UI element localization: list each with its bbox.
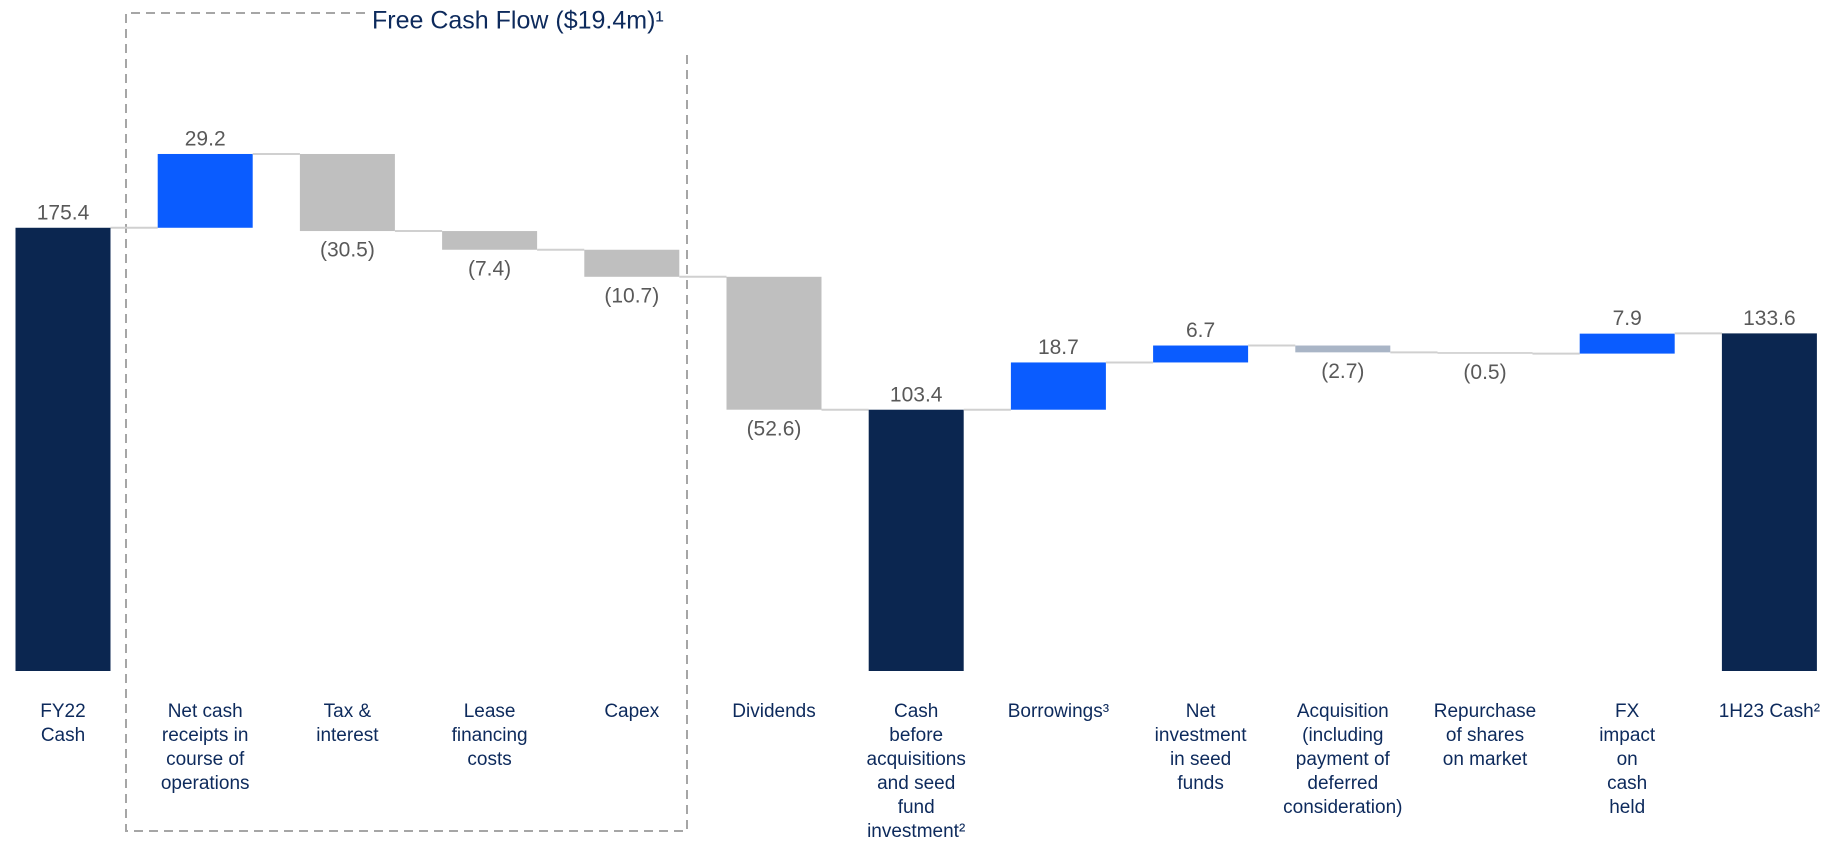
x-tick-label: Borrowings³ [1007,701,1110,722]
x-tick-label: Acquisition (including payment of deferr… [1283,701,1403,818]
x-tick-label: Cash before acquisitions and seed fund i… [866,701,966,841]
bar [15,227,111,671]
x-tick-label: Dividends [732,701,816,722]
x-tick-label: Tax & interest [316,701,379,746]
bar [584,249,680,277]
x-tick-label: Net cash receipts in course of operation… [160,701,250,794]
value-label: 133.6 [1743,307,1796,330]
value-label: 6.7 [1186,319,1215,342]
bar [299,153,395,232]
bar [868,409,964,671]
value-label: 103.4 [890,383,943,406]
bar [1579,333,1675,354]
value-label: 18.7 [1038,336,1079,359]
x-tick-label: 1H23 Cash² [1718,701,1821,722]
value-label: (2.7) [1321,360,1364,383]
bar [1721,333,1817,671]
x-tick-label: Capex [604,701,660,722]
bar [1153,345,1249,363]
bar [157,153,253,228]
x-tick-label: Net investment in seed funds [1154,701,1247,794]
value-label: (30.5) [320,239,375,262]
bar [1010,362,1106,410]
x-tick-label: Repurchase of shares on market [1433,701,1537,770]
free-cash-flow-box [125,12,688,832]
bar [1295,345,1391,353]
bar [442,231,538,250]
value-label: (52.6) [747,417,802,440]
x-tick-label: FX impact on cash held [1599,701,1656,818]
chart-title: Free Cash Flow ($19.4m)¹ [372,7,664,35]
value-label: (10.7) [604,284,659,307]
value-label: 7.9 [1613,307,1642,330]
bar [1437,352,1533,354]
x-tick-label: FY22 Cash [40,701,86,746]
value-label: 175.4 [37,201,90,224]
x-tick-label: Lease financing costs [451,701,528,770]
value-label: (7.4) [468,257,511,280]
value-label: (0.5) [1463,361,1506,384]
bar [726,276,822,410]
value-label: 29.2 [185,128,226,151]
